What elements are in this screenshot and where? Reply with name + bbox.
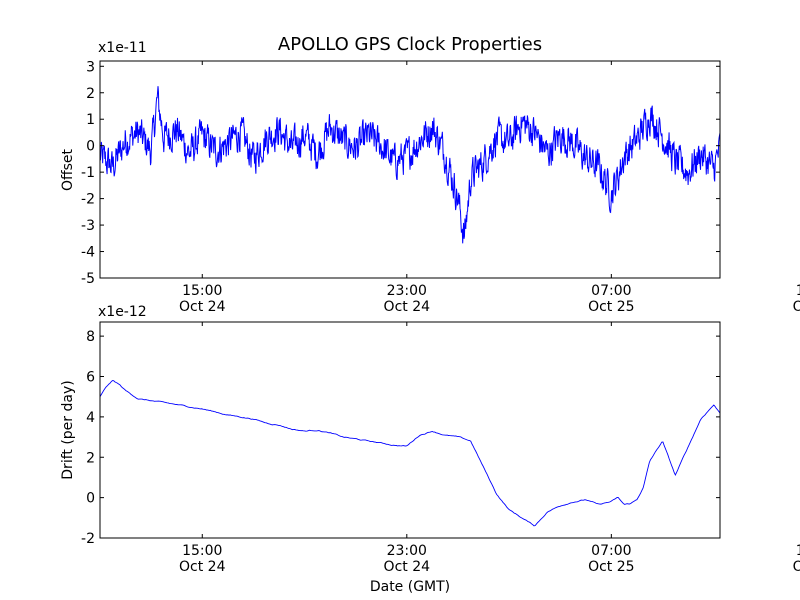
drift-xtick-time-label: 15:00 [182,543,222,559]
x-axis-label: Date (GMT) [370,579,450,595]
drift-axes-frame [99,321,721,539]
drift-xtick-date-label: Oct 24 [384,559,431,575]
drift-ytick-label: 8 [86,329,95,345]
offset-xtick-time-label: 07:00 [591,283,631,299]
offset-xtick-date-label: Oct 25 [588,299,634,315]
offset-series [100,86,720,244]
drift-xtick-date-label: Oct 25 [793,559,800,575]
drift-xtick-time-label: 15:00 [796,543,800,559]
offset-ytick-label: -5 [81,271,95,287]
drift-ytick-label: 4 [86,410,95,426]
drift-xtick-time-label: 07:00 [591,543,631,559]
offset-xtick-date-label: Oct 24 [179,299,226,315]
offset-xtick-time-label: 23:00 [387,283,427,299]
offset-xtick-time-label: 15:00 [796,283,800,299]
offset-scale-label: x1e-11 [98,40,147,56]
drift-ytick-label: 2 [86,450,95,466]
drift-series-line [100,380,720,527]
drift-scale-label: x1e-12 [98,304,147,320]
offset-ytick-label: -4 [81,245,95,261]
offset-ytick-label: 2 [86,86,95,102]
offset-xtick-date-label: Oct 25 [793,299,800,315]
offset-axes-frame [99,60,721,279]
offset-ytick-label: 3 [86,59,95,75]
drift-series [100,380,720,527]
offset-xtick-date-label: Oct 24 [384,299,431,315]
offset-series-line [100,86,720,244]
drift-y-axis-label: Drift (per day) [60,380,76,479]
offset-ytick-label: 0 [86,139,95,155]
offset-ytick-label: -1 [81,165,95,181]
drift-xtick-date-label: Oct 25 [588,559,634,575]
drift-xtick-time-label: 23:00 [387,543,427,559]
drift-xtick-date-label: Oct 24 [179,559,226,575]
offset-ytick-label: 1 [86,112,95,128]
offset-ytick-label: -2 [81,192,95,208]
drift-ytick-label: -2 [81,531,95,547]
drift-ytick-label: 6 [86,370,95,386]
drift-ytick-label: 0 [86,491,95,507]
offset-ytick-label: -3 [81,218,95,234]
offset-y-axis-label: Offset [60,148,76,191]
offset-xtick-time-label: 15:00 [182,283,222,299]
chart-title: APOLLO GPS Clock Properties [278,34,542,55]
